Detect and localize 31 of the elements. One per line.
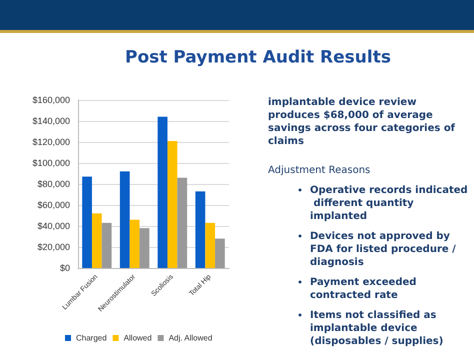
text: Items not classified as implantable device (disposables / supplies) (310, 310, 444, 347)
y-tick-label: $20,000 (37, 242, 70, 252)
bar (92, 213, 102, 268)
bar (130, 220, 140, 268)
y-tick-label: $100,000 (32, 158, 70, 168)
text: Adjustment Reasons (268, 165, 370, 176)
bar (82, 176, 92, 268)
legend-label: Allowed (124, 334, 152, 342)
bar (177, 178, 188, 268)
bar (120, 171, 130, 268)
bar (215, 238, 225, 268)
bar (195, 191, 206, 268)
bar (205, 222, 216, 268)
text: Operative records indicated different quantity implanted (310, 185, 468, 222)
y-tick-label: $160,000 (32, 95, 70, 105)
bar (140, 228, 150, 268)
y-tick-label: $140,000 (32, 116, 70, 126)
chart-title: Post Payment Audit Results (125, 48, 391, 68)
legend-label: Adj. Allowed (168, 334, 212, 342)
text: implantable device review produces $68,000 of average savings across four categories of claims (268, 97, 459, 147)
bar (158, 116, 168, 268)
y-tick-label: $0 (60, 263, 70, 273)
y-tick-label: $80,000 (37, 179, 70, 189)
text: Devices not approved by FDA for listed procedure / diagnosis (310, 231, 460, 268)
bar (167, 140, 178, 268)
text: Payment exceeded contracted rate (310, 277, 420, 301)
legend-label: Charged (76, 334, 107, 342)
y-tick-label: $40,000 (37, 221, 70, 231)
y-tick-label: $60,000 (37, 200, 70, 210)
bar (102, 222, 112, 268)
y-tick-label: $120,000 (32, 137, 70, 147)
